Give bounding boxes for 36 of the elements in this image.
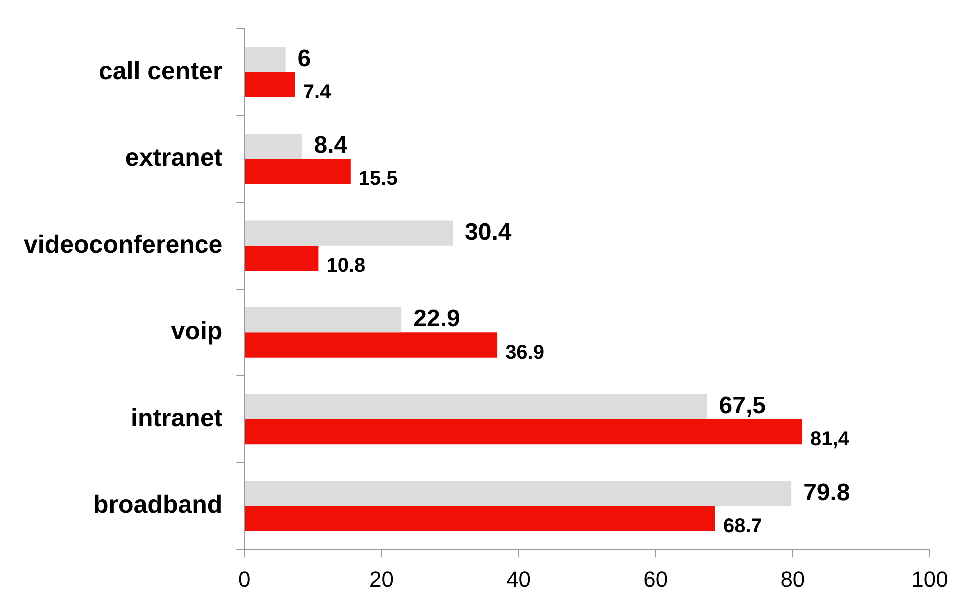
data-label: 68.7: [723, 515, 762, 538]
data-label: 10.8: [326, 255, 366, 278]
y-tick-label: voip: [171, 318, 223, 346]
data-label: 8.4: [314, 132, 348, 160]
bar: [245, 419, 803, 445]
data-label: 67,5: [719, 392, 766, 420]
bar: [245, 332, 498, 358]
data-label: 15.5: [358, 168, 398, 190]
bar: [245, 506, 716, 532]
bar: [245, 220, 454, 246]
y-tick-label: intranet: [130, 404, 224, 432]
bar: [245, 308, 402, 333]
x-tick-label: 100: [912, 566, 948, 592]
x-tick-label: 60: [644, 566, 668, 592]
x-tick-label: 40: [506, 566, 532, 592]
data-label: 81,4: [810, 428, 850, 451]
y-tick-label: broadband: [94, 491, 223, 520]
y-tick-label: videoconference: [24, 230, 223, 259]
data-label: 79.8: [804, 479, 850, 506]
bar: [245, 47, 286, 72]
y-tick-label: call center: [98, 57, 223, 86]
bar: [245, 159, 351, 184]
x-tick-label: 0: [238, 566, 251, 592]
x-tick-label: 80: [780, 566, 806, 592]
data-label: 36.9: [506, 342, 544, 364]
data-label: 30.4: [465, 218, 512, 246]
data-label: 22.9: [414, 306, 460, 333]
data-label: 6: [298, 45, 312, 72]
bar: [245, 72, 296, 98]
y-tick-label: extranet: [125, 144, 224, 172]
bar: [245, 394, 708, 420]
bar: [245, 481, 792, 506]
bar: [245, 246, 319, 272]
x-tick-label: 20: [370, 566, 394, 592]
data-label: 7.4: [303, 81, 332, 104]
bar: [245, 134, 302, 160]
